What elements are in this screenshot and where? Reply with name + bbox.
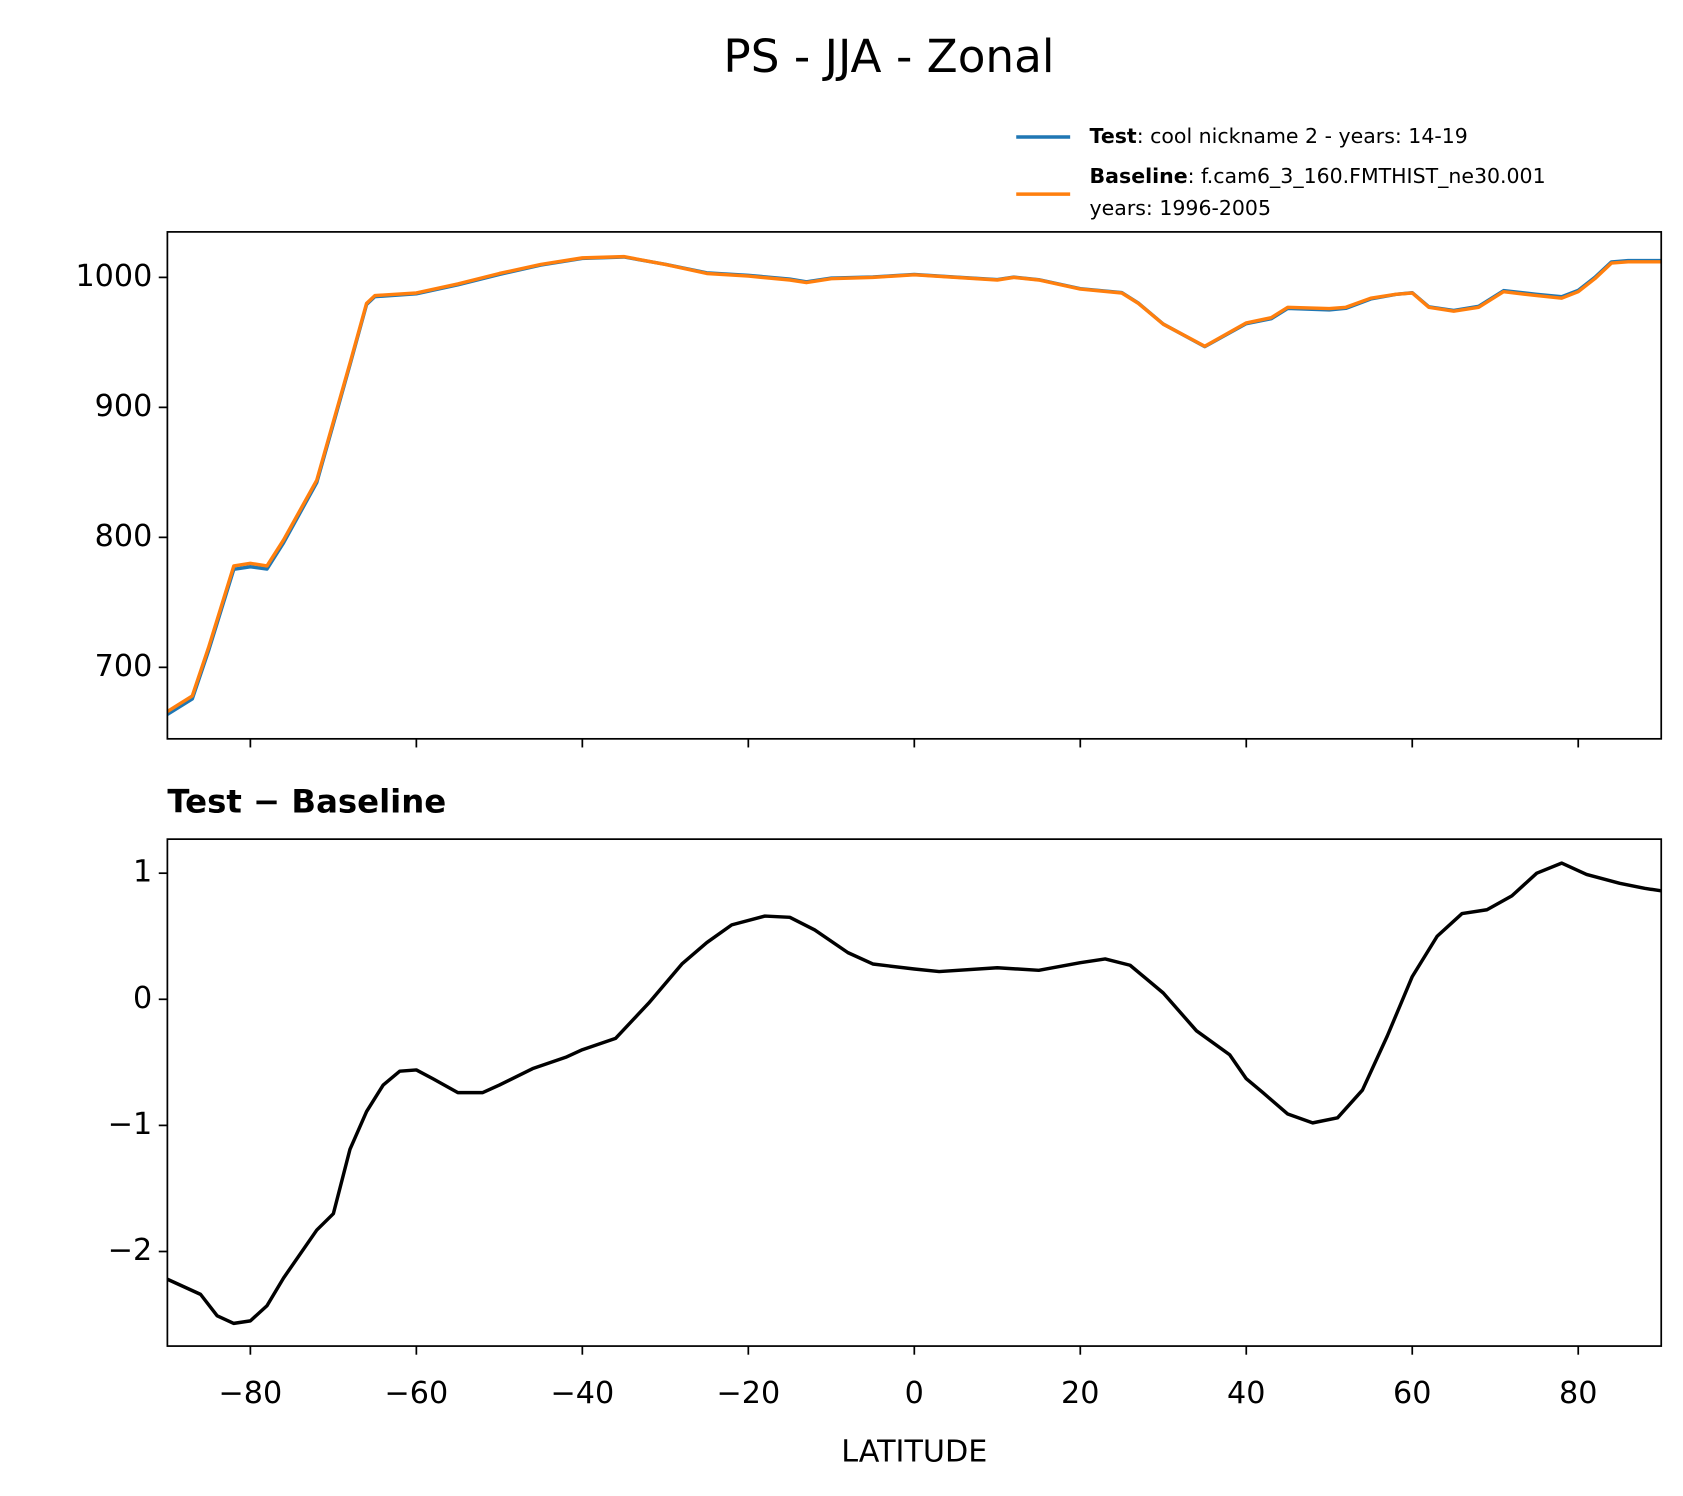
x-tick-label: 80 xyxy=(1559,1376,1597,1411)
plot-area xyxy=(167,861,1662,1326)
figure-title: PS - JJA - Zonal xyxy=(723,30,1054,83)
data-line xyxy=(167,861,1662,1326)
legend-name: Test xyxy=(1090,124,1137,148)
x-tick-label: −40 xyxy=(550,1376,614,1411)
legend-label: years: 1996-2005 xyxy=(1090,196,1271,220)
x-tick-label: 40 xyxy=(1227,1376,1265,1411)
x-tick-label: −20 xyxy=(716,1376,780,1411)
x-tick-label: −60 xyxy=(384,1376,448,1411)
y-tick-label: 700 xyxy=(95,649,153,684)
x-tick-label: 20 xyxy=(1061,1376,1099,1411)
y-tick-label: 0 xyxy=(133,981,152,1016)
y-tick-label: 800 xyxy=(95,519,153,554)
x-tick-label: 0 xyxy=(905,1376,924,1411)
x-tick-label: 60 xyxy=(1393,1376,1431,1411)
y-tick-label: −2 xyxy=(108,1233,153,1268)
legend-description: : f.cam6_3_160.FMTHIST_ne30.001 xyxy=(1188,164,1546,188)
x-axis-label: LATITUDE xyxy=(841,1434,987,1469)
legend-label: Test: cool nickname 2 - years: 14-19 xyxy=(1090,124,1468,148)
y-tick-label: −1 xyxy=(108,1107,153,1142)
y-tick-label: 1000 xyxy=(75,259,152,294)
y-tick-label: 1 xyxy=(133,855,152,890)
legend-description: : cool nickname 2 - years: 14-19 xyxy=(1137,124,1468,148)
axes-title: Test − Baseline xyxy=(167,783,446,821)
legend-label: Baseline: f.cam6_3_160.FMTHIST_ne30.001 xyxy=(1090,164,1546,188)
y-tick-label: 900 xyxy=(95,389,153,424)
x-tick-label: −80 xyxy=(219,1376,283,1411)
legend-description: years: 1996-2005 xyxy=(1090,196,1271,220)
plot-area xyxy=(167,254,1662,716)
legend-name: Baseline xyxy=(1090,164,1188,188)
data-line xyxy=(167,254,1662,713)
